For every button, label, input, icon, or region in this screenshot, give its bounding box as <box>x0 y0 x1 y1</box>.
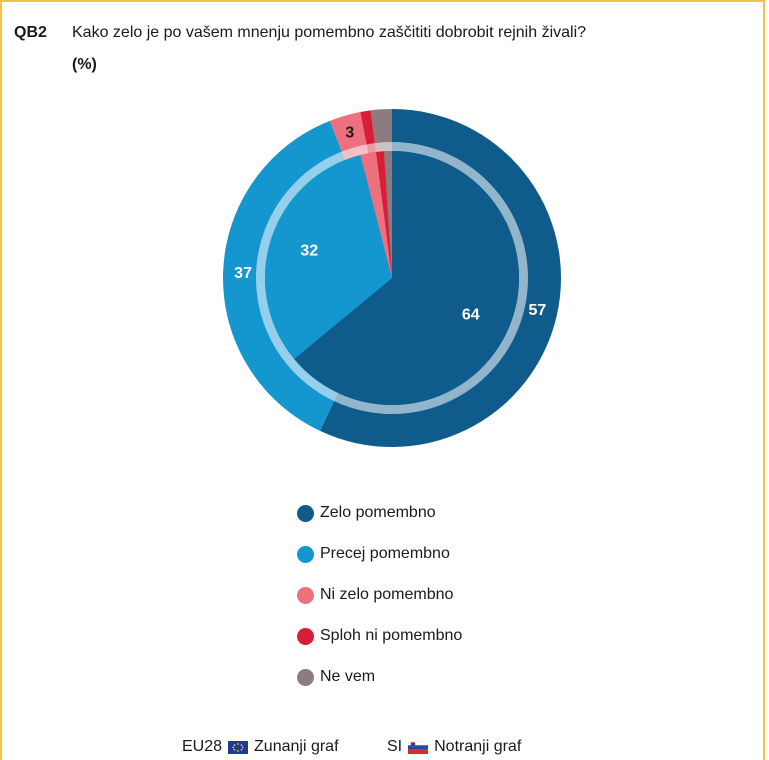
inner-ring-key: SI Notranji graf <box>387 738 521 756</box>
outer-ring-label: Zunanji graf <box>254 738 339 755</box>
pie-data-labels: 57 37 3 64 32 <box>234 124 546 323</box>
inner-slice-ni-zelo-pomembno <box>360 152 392 278</box>
nested-pie-chart: 57 37 3 64 32 <box>223 109 561 448</box>
legend-item: Ni zelo pomembno <box>297 586 462 627</box>
inner-slice-precej-pomembno <box>264 154 392 359</box>
eu-flag-icon <box>228 740 249 754</box>
legend-label: Zelo pomembno <box>320 504 436 521</box>
legend-item: Zelo pomembno <box>297 504 462 545</box>
legend-label: Ne vem <box>320 668 376 685</box>
footer-key: EU28 Zunanji graf SI Notranji graf <box>182 738 521 756</box>
legend-item: Precej pomembno <box>297 545 462 586</box>
ring-separator <box>256 142 528 414</box>
legend-label: Precej pomembno <box>320 545 450 562</box>
question-code: QB2 <box>14 24 47 41</box>
outer-data-label: 37 <box>234 265 252 282</box>
legend-swatch <box>297 505 314 522</box>
legend-label: Sploh ni pomembno <box>320 627 463 644</box>
inner-slice-zelo-pomembno <box>294 151 519 406</box>
unit-label: (%) <box>72 56 97 73</box>
legend-item: Sploh ni pomembno <box>297 627 462 668</box>
inner-pie-si <box>264 151 519 406</box>
legend-swatch <box>297 669 314 686</box>
outer-ring-code: EU28 <box>182 738 223 755</box>
legend-swatch <box>297 628 314 645</box>
legend-item: Ne vem <box>297 668 462 709</box>
inner-data-label: 32 <box>300 243 318 260</box>
legend: Zelo pomembno Precej pomembno Ni zelo pome… <box>297 504 462 709</box>
inner-data-label: 64 <box>462 307 480 324</box>
inner-slice-sploh-ni-pomembno <box>376 151 392 278</box>
outer-ring-key: EU28 Zunanji graf <box>182 738 339 756</box>
question-text: Kako zelo je po vašem mnenju pomembno za… <box>72 24 587 41</box>
legend-label: Ni zelo pomembno <box>320 586 454 603</box>
legend-swatch <box>297 587 314 604</box>
inner-slice-ne-vem <box>384 151 392 278</box>
inner-ring-code: SI <box>386 738 403 755</box>
legend-swatch <box>297 546 314 563</box>
outer-data-label: 3 <box>345 124 354 141</box>
slovenia-flag-icon <box>408 740 429 754</box>
inner-ring-label: Notranji graf <box>434 738 522 755</box>
outer-data-label: 57 <box>529 302 547 319</box>
